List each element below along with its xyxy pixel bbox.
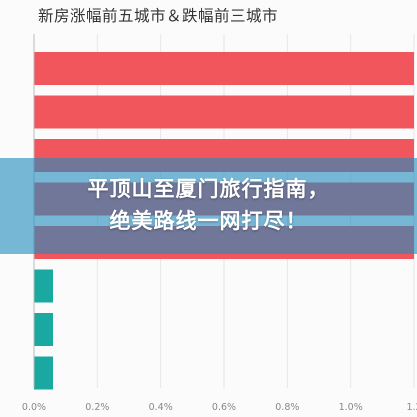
x-tick-label: 0.0%	[22, 402, 46, 413]
x-tick-label: 1.0%	[339, 402, 363, 413]
chart-title: 新房涨幅前五城市＆跌幅前三城市	[38, 7, 279, 25]
rise-bar	[34, 52, 414, 85]
x-tick-label: 0.4%	[149, 402, 173, 413]
fall-bar	[34, 269, 53, 303]
x-tick-label: 0.2%	[85, 402, 109, 413]
x-tick-label: 0.8%	[275, 402, 299, 413]
overlay-banner	[0, 158, 417, 254]
rise-bar	[34, 95, 414, 129]
fall-bar	[34, 356, 53, 390]
banner-line-2: 绝美路线一网打尽！	[109, 209, 308, 233]
x-tick-label: 0.6%	[212, 402, 236, 413]
banner-line-1: 平顶山至厦门旅行指南，	[87, 177, 330, 201]
overlay-banner-text: 平顶山至厦门旅行指南， 绝美路线一网打尽！	[0, 173, 417, 237]
x-tick-label: 1.2	[406, 402, 417, 413]
fall-bar	[34, 313, 53, 346]
